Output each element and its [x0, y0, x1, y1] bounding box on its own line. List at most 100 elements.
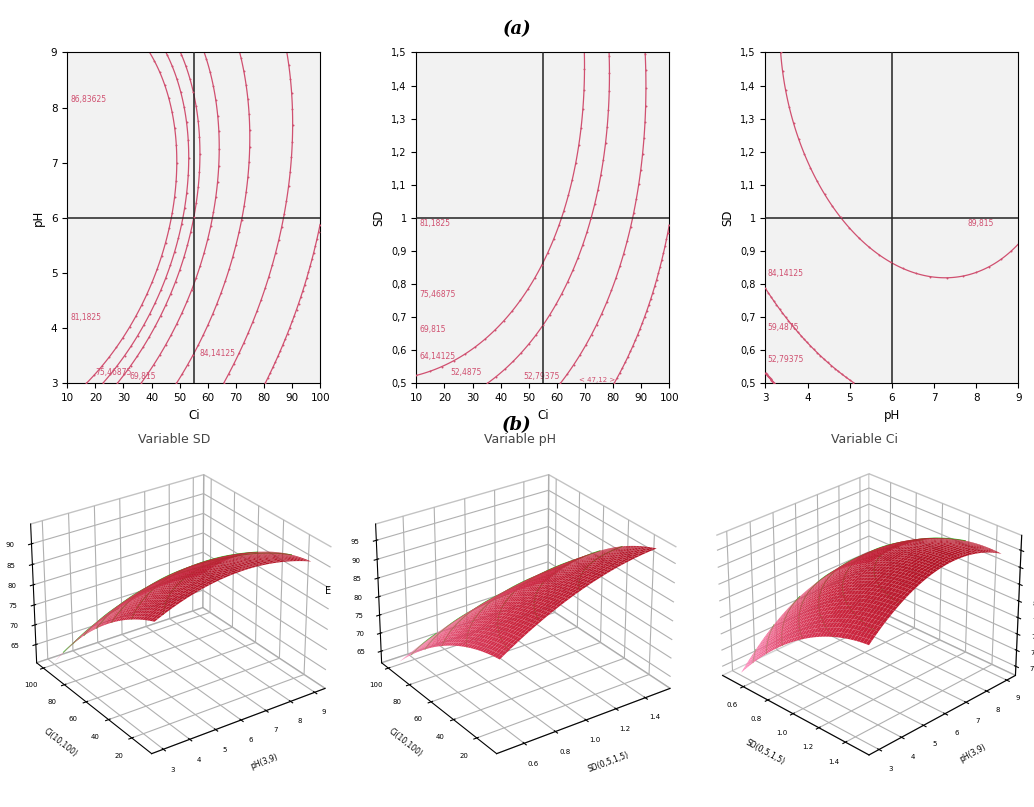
Point: [830, 365, 847, 378]
Point: [121, 320, 138, 333]
Point: [488, 370, 505, 383]
Point: [31, 542, 48, 555]
Point: [617, 356, 634, 369]
Point: [631, 542, 647, 555]
Point: [504, 305, 520, 318]
Point: [552, 377, 569, 390]
Point: [993, 253, 1009, 266]
Point: [182, 73, 199, 86]
Point: [572, 349, 588, 362]
Point: [626, 207, 642, 220]
Point: [601, 49, 617, 62]
Point: [816, 188, 832, 201]
Point: [163, 60, 180, 73]
Point: [638, 305, 655, 318]
Point: [101, 350, 118, 363]
Point: [108, 341, 124, 354]
Point: [566, 358, 582, 371]
Point: [625, 340, 641, 353]
Point: [191, 130, 208, 143]
Point: [784, 318, 800, 331]
Point: [293, 291, 309, 303]
Point: [619, 350, 636, 363]
Point: [271, 234, 287, 247]
Point: [169, 317, 185, 330]
Point: [528, 328, 545, 341]
Point: [576, 84, 592, 97]
Point: [234, 213, 250, 226]
Point: [757, 282, 773, 295]
Point: [842, 374, 858, 387]
Point: [238, 186, 254, 199]
Point: [157, 338, 174, 351]
Point: [579, 225, 596, 238]
Point: [280, 58, 297, 71]
Point: [192, 260, 209, 273]
Point: [179, 186, 195, 199]
Point: [631, 542, 647, 555]
Point: [209, 175, 225, 188]
Y-axis label: SD: SD: [372, 210, 386, 226]
Point: [152, 309, 169, 322]
Point: [185, 211, 202, 224]
Point: [195, 246, 212, 259]
Point: [938, 271, 954, 284]
Point: [477, 332, 493, 345]
Point: [512, 294, 528, 307]
Point: [241, 156, 257, 169]
Point: [224, 251, 241, 264]
Point: [771, 303, 788, 316]
Point: [205, 307, 221, 320]
Point: [656, 247, 672, 260]
Point: [379, 542, 396, 555]
Point: [761, 371, 778, 384]
Point: [170, 232, 186, 245]
Point: [163, 106, 180, 119]
Point: [132, 377, 149, 390]
Point: [520, 282, 537, 295]
Point: [535, 318, 551, 331]
Point: [638, 82, 655, 94]
Point: [774, 307, 791, 320]
Point: [793, 329, 810, 342]
Point: [600, 103, 616, 116]
Point: [603, 284, 619, 297]
Point: [152, 66, 169, 79]
Point: [209, 297, 225, 310]
Point: [307, 240, 324, 253]
Point: [133, 299, 150, 312]
X-axis label: Ci: Ci: [188, 408, 200, 421]
Point: [823, 359, 840, 372]
Y-axis label: pH(3,9): pH(3,9): [957, 742, 987, 763]
Point: [631, 542, 647, 555]
Text: (a): (a): [503, 20, 531, 38]
Point: [284, 119, 301, 132]
Point: [555, 204, 572, 217]
Point: [534, 259, 550, 272]
Point: [651, 261, 668, 274]
Point: [135, 318, 152, 331]
Point: [661, 219, 677, 232]
Point: [657, 240, 673, 253]
Text: 86,83625: 86,83625: [70, 95, 107, 104]
Point: [592, 169, 609, 182]
Point: [284, 315, 301, 328]
Point: [215, 377, 232, 390]
Y-axis label: pH: pH: [32, 210, 45, 226]
Point: [786, 321, 802, 334]
Point: [288, 303, 305, 316]
Point: [577, 339, 594, 352]
Point: [908, 267, 924, 280]
Point: [813, 349, 829, 362]
Point: [542, 308, 558, 321]
Point: [168, 275, 184, 288]
Point: [642, 293, 659, 306]
Point: [573, 121, 589, 134]
Point: [135, 341, 152, 353]
Point: [304, 253, 321, 266]
Point: [772, 46, 789, 59]
Point: [570, 252, 586, 265]
Point: [240, 93, 256, 106]
Text: < 47,12 >: < 47,12 >: [579, 377, 615, 383]
Point: [497, 362, 514, 375]
